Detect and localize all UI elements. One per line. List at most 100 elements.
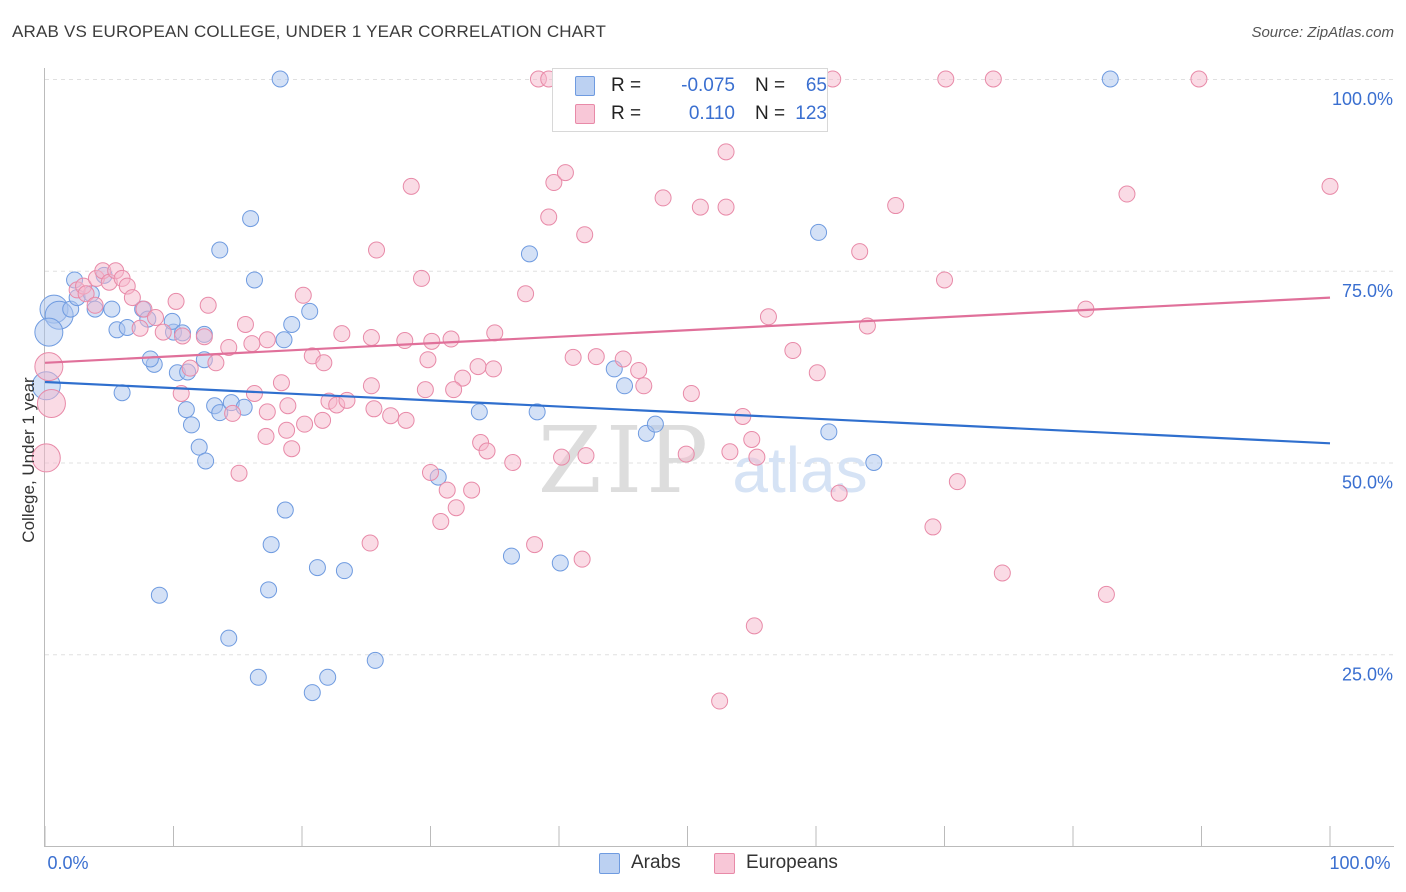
- europeans-legend-swatch: [714, 853, 735, 874]
- europeans-point: [573, 550, 591, 568]
- europeans-point: [540, 208, 558, 226]
- europeans-point: [131, 319, 149, 337]
- europeans-point: [257, 427, 275, 445]
- europeans-point: [677, 445, 695, 463]
- chart-title: ARAB VS EUROPEAN COLLEGE, UNDER 1 YEAR C…: [12, 22, 607, 41]
- europeans-point: [199, 296, 217, 314]
- arabs-point: [616, 377, 634, 395]
- arabs-point: [810, 223, 828, 241]
- arabs-point: [182, 416, 200, 434]
- europeans-r-label: R =: [611, 103, 642, 124]
- europeans-point: [294, 286, 312, 304]
- europeans-legend-label: Europeans: [746, 852, 838, 873]
- europeans-point: [486, 324, 504, 342]
- europeans-point: [830, 484, 848, 502]
- europeans-point: [517, 285, 535, 303]
- europeans-n-value: 123: [795, 103, 827, 124]
- europeans-point: [224, 404, 242, 422]
- europeans-point: [454, 369, 472, 387]
- europeans-point: [545, 174, 563, 192]
- arabs-trend-line: [44, 380, 1331, 445]
- arabs-point: [211, 241, 229, 259]
- arabs-r-value: -0.075: [681, 75, 735, 96]
- arabs-point: [103, 300, 121, 318]
- trend-lines: [44, 296, 1331, 445]
- x-tick-label-max: 100.0%: [1329, 853, 1390, 873]
- europeans-point: [207, 354, 225, 372]
- europeans-point: [564, 348, 582, 366]
- europeans-point: [123, 289, 141, 307]
- europeans-point: [851, 243, 869, 261]
- series-legend: Arabs Europeans: [0, 852, 1406, 876]
- europeans-n-label: N =: [755, 103, 786, 124]
- europeans-point: [147, 309, 165, 327]
- arabs-n-value: 65: [805, 75, 827, 96]
- europeans-point: [368, 241, 386, 259]
- europeans-point: [432, 513, 450, 531]
- europeans-point: [258, 403, 276, 421]
- europeans-point: [469, 358, 487, 376]
- europeans-trend-line: [44, 296, 1331, 364]
- arabs-point: [820, 423, 838, 441]
- europeans-point: [77, 285, 95, 303]
- arabs-point: [319, 668, 337, 686]
- source-label: Source: ZipAtlas.com: [1251, 24, 1394, 41]
- europeans-point: [442, 330, 460, 348]
- arabs-point: [551, 554, 569, 572]
- arabs-legend-label: Arabs: [631, 852, 681, 873]
- europeans-point: [576, 226, 594, 244]
- europeans-point: [338, 391, 356, 409]
- arabs-point: [220, 629, 238, 647]
- europeans-point: [361, 534, 379, 552]
- arabs-point: [303, 684, 321, 702]
- y-tick-label: 25.0%: [1342, 664, 1393, 684]
- europeans-point: [416, 381, 434, 399]
- europeans-point: [743, 430, 761, 448]
- europeans-point: [36, 388, 66, 418]
- europeans-point: [31, 443, 61, 473]
- y-tick-label: 50.0%: [1342, 473, 1393, 493]
- gridlines: [45, 79, 1394, 656]
- arabs-point: [276, 501, 294, 519]
- arabs-point: [262, 536, 280, 554]
- arabs-point: [865, 454, 883, 471]
- europeans-point: [423, 332, 441, 350]
- europeans-point: [614, 350, 632, 368]
- europeans-point: [711, 692, 729, 710]
- arabs-point: [520, 245, 538, 263]
- arabs-point: [301, 302, 319, 320]
- europeans-point: [447, 499, 465, 517]
- arabs-point: [275, 331, 293, 349]
- europeans-point: [484, 360, 502, 378]
- europeans-point: [230, 464, 248, 482]
- arabs-point: [335, 562, 353, 580]
- europeans-point: [463, 481, 481, 499]
- europeans-point: [278, 421, 296, 439]
- arabs-points: [31, 70, 1119, 702]
- europeans-point: [887, 197, 905, 215]
- europeans-point: [86, 296, 104, 314]
- europeans-point: [314, 411, 332, 429]
- stats-legend: R = -0.075 N = 65 R = 0.110 N = 123: [552, 68, 828, 132]
- europeans-point: [745, 617, 763, 635]
- europeans-point: [1190, 70, 1208, 88]
- europeans-point: [315, 354, 333, 372]
- europeans-point: [396, 332, 414, 350]
- europeans-point: [553, 448, 571, 466]
- arabs-point: [470, 403, 488, 421]
- europeans-point: [682, 384, 700, 402]
- arabs-point: [528, 403, 546, 421]
- europeans-point: [438, 481, 456, 499]
- europeans-point: [717, 198, 735, 216]
- europeans-point: [181, 359, 199, 377]
- arabs-n-label: N =: [755, 75, 786, 96]
- europeans-point: [413, 269, 431, 287]
- europeans-point: [365, 400, 383, 418]
- europeans-point: [279, 397, 297, 415]
- europeans-point: [587, 348, 605, 366]
- arabs-r-label: R =: [611, 75, 642, 96]
- axes: [44, 68, 1394, 847]
- europeans-point: [630, 361, 648, 379]
- europeans-point: [478, 442, 496, 460]
- arabs-point: [190, 438, 208, 456]
